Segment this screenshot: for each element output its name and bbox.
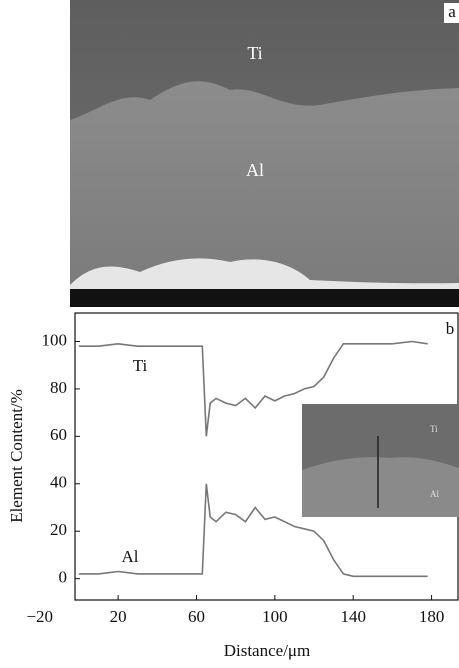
scale-bar [70,289,459,307]
x-tick-label: 20 [110,607,127,626]
inset-image: Ti Al [302,404,459,517]
series-label: Ti [133,356,148,375]
panel-label: a [448,2,456,21]
y-tick-label: 100 [42,330,68,349]
x-tick-label: 100 [262,607,288,626]
al-label: Al [246,160,264,180]
x-tick-label: 180 [419,607,445,626]
al-region [70,81,459,307]
inset-al [302,457,459,517]
series-label: Al [122,547,139,566]
inset-al-label: Al [430,489,439,499]
y-tick-label: 0 [59,568,68,587]
panel-label: b [446,319,455,338]
sem-image: Ti Al a [70,0,459,307]
inset-ti-label: Ti [430,424,438,434]
x-tick-label: 60 [188,607,205,626]
chart: −20 20 60 100 140 180 0 20 40 60 80 100 Distance/μm E… [7,312,459,660]
label-bg [444,3,459,23]
x-tick-label: 140 [340,607,366,626]
series-line [78,340,428,437]
x-axis-label: Distance/μm [224,641,311,660]
x-tick-label: −20 [26,607,53,626]
y-tick-label: 20 [50,520,67,539]
y-tick-label: 60 [50,425,67,444]
y-tick-label: 40 [50,473,67,492]
y-tick-label: 80 [50,378,67,397]
y-axis-label: Element Content/% [7,389,26,523]
series-line [78,483,428,578]
ti-label: Ti [247,43,262,63]
